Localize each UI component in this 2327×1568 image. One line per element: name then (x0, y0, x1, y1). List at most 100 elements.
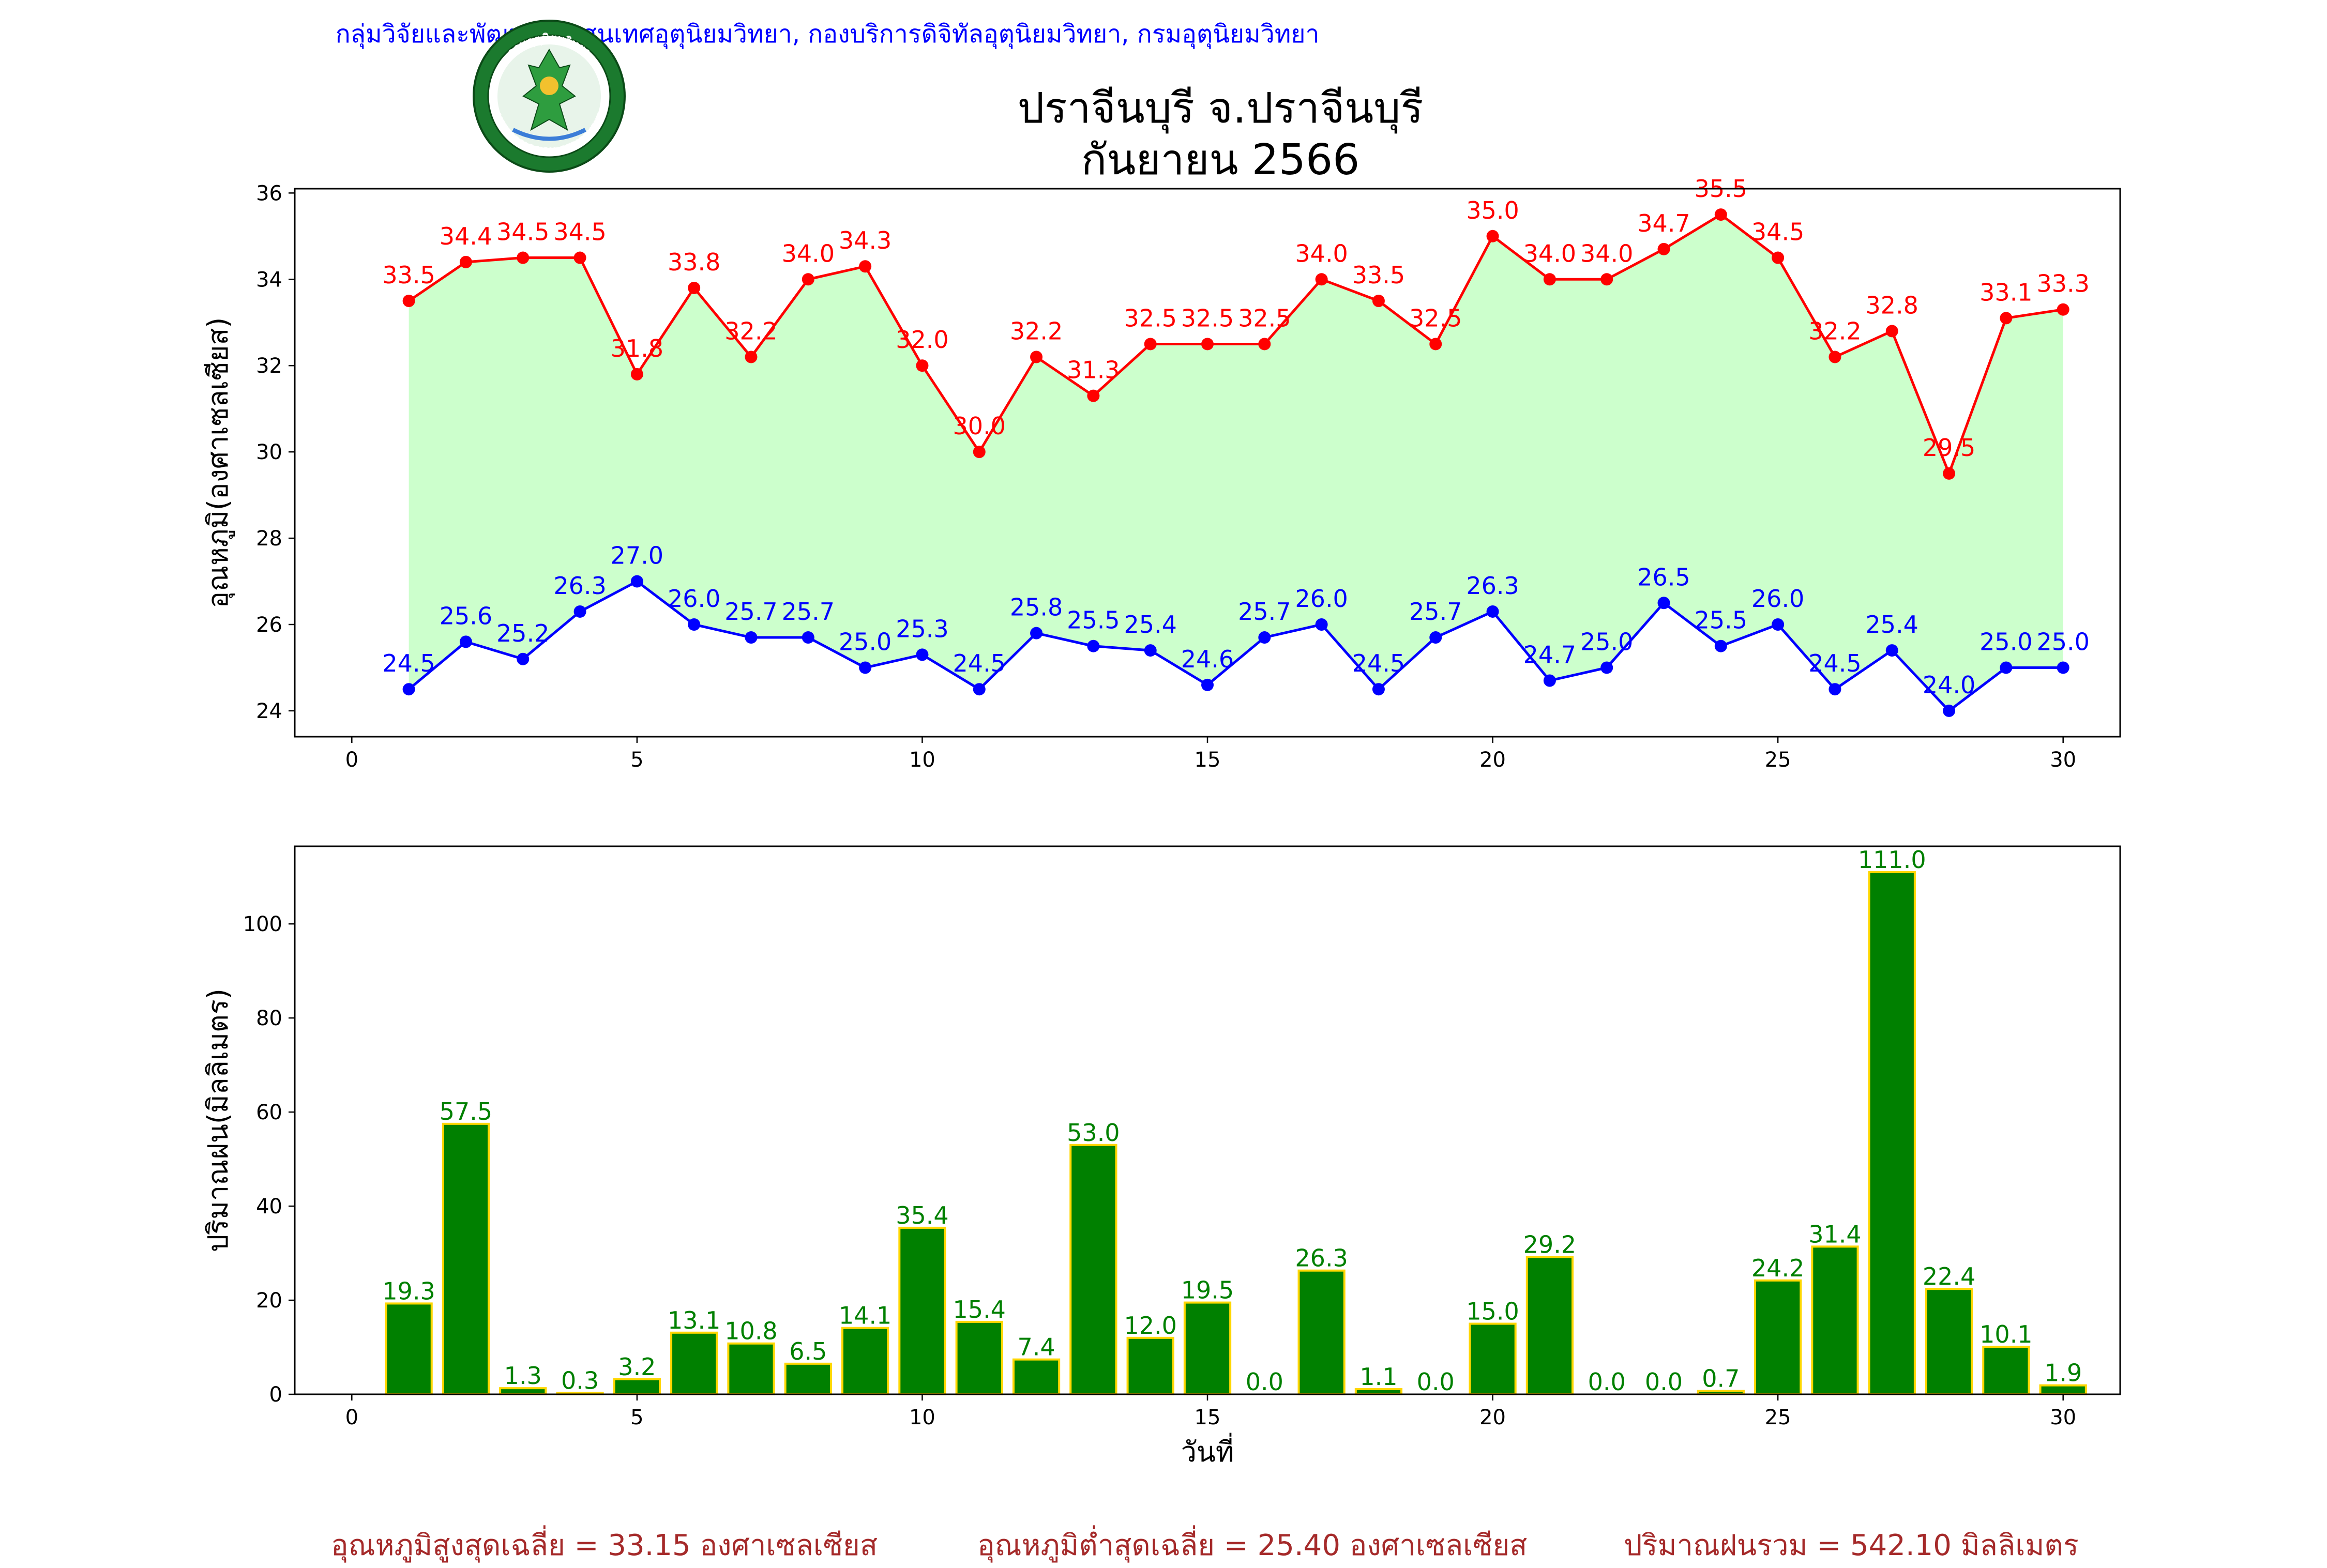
rain-bar (1297, 1269, 1346, 1395)
meteorological-department-logo: กรมอุตุนิยมวิทยา METEOROLOGICAL DEPARTME… (473, 20, 626, 173)
temperature-x-tick-label: 10 (909, 748, 935, 772)
max-temp-data-label: 34.5 (1751, 218, 1804, 246)
max-temp-point (688, 281, 701, 294)
rain-bar (1183, 1301, 1232, 1396)
rainfall-y-tick-label: 20 (256, 1289, 282, 1313)
max-temp-data-label: 32.0 (896, 326, 948, 354)
min-temp-point (1030, 627, 1043, 640)
min-temp-point (1087, 640, 1100, 652)
summary-avg-min: อุณหภูมิต่ำสุดเฉลี่ย = 25.40 องศาเซลเซีย… (977, 1529, 1528, 1562)
min-temp-data-label: 25.7 (1409, 598, 1462, 626)
max-temp-data-label: 32.5 (1124, 304, 1176, 332)
max-temp-point (1600, 273, 1613, 286)
temperature-y-tick-label: 24 (256, 699, 282, 723)
rain-bar (442, 1122, 490, 1395)
rain-data-label: 0.0 (1417, 1368, 1455, 1396)
min-temp-point (688, 618, 701, 631)
rain-data-label: 35.4 (896, 1201, 948, 1229)
min-temp-point (1829, 683, 1841, 696)
rain-data-label: 19.3 (382, 1277, 435, 1305)
min-temp-data-label: 25.3 (896, 615, 948, 643)
temperature-y-tick-label: 30 (256, 440, 282, 464)
min-temp-data-label: 26.3 (1466, 572, 1519, 600)
max-temp-data-label: 29.5 (1923, 434, 1975, 462)
min-temp-point (1486, 605, 1499, 618)
max-temp-point (517, 251, 530, 264)
min-temp-point (1600, 661, 1613, 674)
min-temp-point (1372, 683, 1385, 696)
chart-title-line2: กันยายน 2566 (1081, 135, 1360, 185)
min-temp-point (1429, 631, 1442, 644)
rain-data-label: 0.0 (1246, 1368, 1283, 1396)
min-temp-point (745, 631, 758, 644)
rain-bar (1525, 1256, 1574, 1396)
max-temp-data-label: 34.4 (440, 222, 492, 250)
max-temp-data-label: 33.5 (1352, 261, 1405, 289)
rainfall-x-tick-label: 5 (630, 1406, 643, 1429)
max-temp-point (1714, 208, 1727, 221)
min-temp-point (1772, 618, 1785, 631)
rainfall-y-tick-label: 80 (256, 1007, 282, 1030)
max-temp-point (973, 446, 986, 459)
max-temp-point (1486, 230, 1499, 242)
rain-data-label: 1.1 (1359, 1363, 1397, 1391)
temperature-range-fill (409, 215, 2063, 711)
max-temp-point (1657, 242, 1670, 255)
min-temp-point (916, 648, 929, 661)
min-temp-point (1201, 678, 1214, 691)
rain-data-label: 13.1 (668, 1306, 720, 1334)
min-temp-point (402, 683, 415, 696)
rain-data-label: 15.0 (1466, 1298, 1519, 1326)
temperature-x-tick-label: 5 (630, 748, 643, 772)
rain-data-label: 57.5 (440, 1098, 492, 1125)
max-temp-point (1201, 338, 1214, 351)
max-temp-point (630, 368, 643, 380)
temperature-x-tick-label: 0 (345, 748, 358, 772)
max-temp-data-label: 31.8 (611, 334, 663, 362)
max-temp-data-label: 33.8 (668, 248, 720, 276)
rain-data-label: 6.5 (789, 1337, 827, 1365)
min-temp-point (1657, 597, 1670, 610)
max-temp-point (916, 359, 929, 372)
max-temp-data-label: 31.3 (1067, 356, 1120, 384)
min-temp-point (2057, 661, 2069, 674)
rain-bar (955, 1320, 1003, 1396)
max-temp-point (1543, 273, 1556, 286)
max-temp-data-label: 33.1 (1980, 278, 2032, 306)
max-temp-point (1943, 467, 1956, 480)
min-temp-data-label: 24.5 (953, 649, 1006, 677)
rain-data-label: 7.4 (1017, 1333, 1055, 1361)
max-temp-point (1372, 295, 1385, 308)
max-temp-point (402, 295, 415, 308)
summary-total-rain: ปริมาณฝนรวม = 542.10 มิลลิเมตร (1624, 1529, 2079, 1562)
min-temp-data-label: 24.7 (1523, 641, 1576, 668)
rainfall-y-axis-label: ปริมาณฝน(มิลลิเมตร) (202, 988, 234, 1252)
max-temp-point (2000, 312, 2013, 325)
rain-bar (1982, 1346, 2030, 1396)
max-temp-point (1829, 351, 1841, 363)
temperature-x-tick-label: 20 (1479, 748, 1506, 772)
temperature-x-tick-label: 25 (1765, 748, 1791, 772)
min-temp-point (802, 631, 814, 644)
min-temp-point (1258, 631, 1271, 644)
rain-bar (385, 1302, 433, 1395)
max-temp-line (408, 213, 2064, 477)
min-temp-data-label: 25.8 (1010, 593, 1063, 621)
max-temp-point (1315, 273, 1328, 286)
rain-data-label: 53.0 (1067, 1119, 1120, 1147)
min-temp-data-label: 25.0 (1580, 628, 1633, 656)
max-temp-point (459, 255, 472, 268)
min-temp-point (973, 683, 986, 696)
max-temp-data-label: 34.5 (496, 218, 549, 246)
max-temp-point (802, 273, 814, 286)
rainfall-x-tick-label: 30 (2050, 1406, 2076, 1429)
max-temp-point (745, 351, 758, 363)
rain-bar (1868, 871, 1916, 1396)
max-temp-data-label: 32.5 (1409, 304, 1462, 332)
temperature-y-tick-label: 32 (256, 354, 282, 378)
rain-data-label: 0.3 (561, 1366, 599, 1394)
max-temp-data-label: 34.0 (1580, 239, 1633, 267)
rain-data-label: 15.4 (953, 1296, 1006, 1323)
rain-data-label: 111.0 (1858, 846, 1926, 874)
temperature-y-tick-label: 34 (256, 268, 282, 292)
